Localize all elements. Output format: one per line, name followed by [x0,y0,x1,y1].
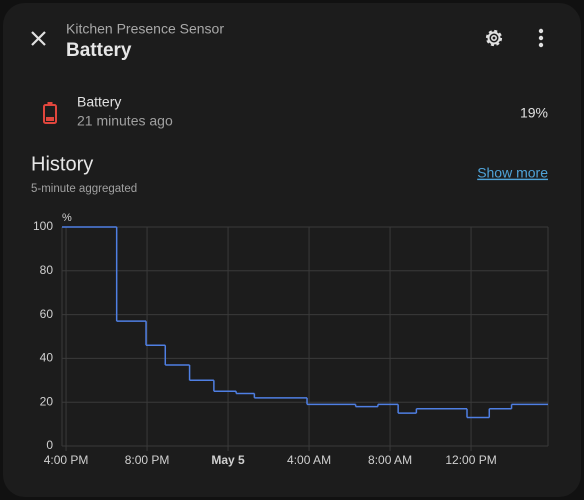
x-tick-label: 8:00 PM [125,453,170,467]
settings-button[interactable] [485,29,503,47]
show-more-link[interactable]: Show more [477,165,548,181]
y-tick-label: 0 [46,438,53,452]
dialog-surface [3,3,581,497]
x-tick-label: 8:00 AM [368,453,412,467]
y-tick-label: 80 [40,263,54,277]
more-button[interactable] [538,28,544,48]
history-subtitle: 5-minute aggregated [31,183,137,195]
last-changed: 21 minutes ago [77,113,173,129]
entity-name: Battery [77,94,121,110]
battery-icon [43,102,57,124]
x-tick-label: 12:00 PM [445,453,496,467]
history-chart: 0 20 40 60 80 100 4:00 PM 8:00 PM May 5 4:00 AM 8:… [33,219,549,467]
x-tick-label: May 5 [211,453,245,467]
close-button[interactable] [31,31,46,46]
dialog-title: Battery [66,40,132,61]
y-tick-label: 60 [40,307,54,321]
x-tick-label: 4:00 AM [287,453,331,467]
y-tick-label: 40 [40,351,54,365]
x-tick-label: 4:00 PM [44,453,89,467]
entity-state: 19% [520,105,548,121]
history-title: History [31,153,93,175]
y-tick-label: 100 [33,219,53,233]
y-tick-label: 20 [40,394,54,408]
y-unit: % [62,212,72,224]
dialog-subtitle: Kitchen Presence Sensor [66,21,224,37]
